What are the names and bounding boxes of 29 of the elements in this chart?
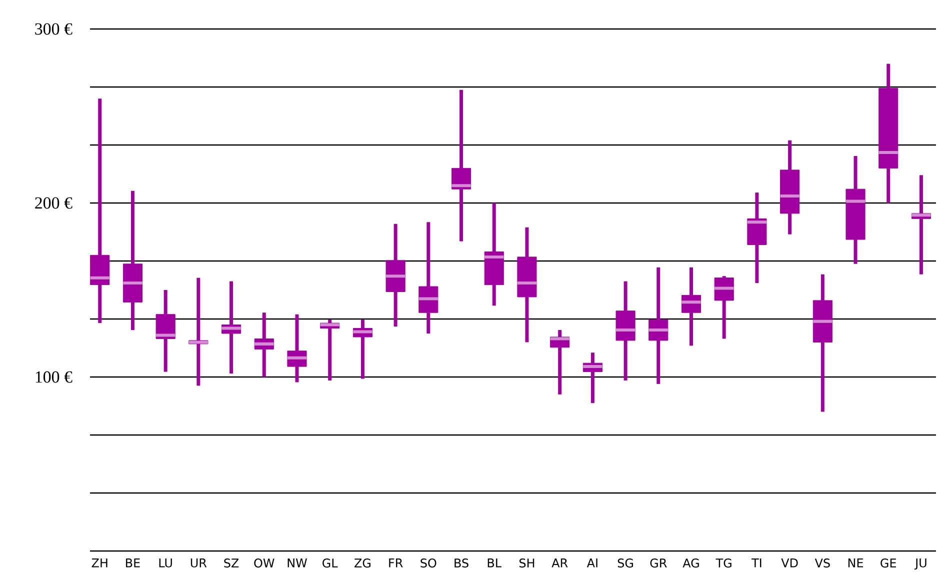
x-tick-label: SH <box>519 558 534 568</box>
x-tick-label: ZG <box>354 558 370 568</box>
y-tick-label: 100 € <box>36 371 72 383</box>
x-tick-label: BE <box>126 558 140 568</box>
y-tick-label: 300 € <box>35 23 72 35</box>
x-tick-label: NW <box>288 558 307 568</box>
y-tick-label: 200 € <box>35 197 72 209</box>
x-tick-label: OW <box>254 558 274 568</box>
x-tick-label: GR <box>650 558 667 568</box>
x-tick-label: TI <box>752 558 762 568</box>
x-tick-label: LU <box>159 558 172 568</box>
x-tick-label: JU <box>914 558 926 570</box>
x-tick-label: BS <box>454 558 468 568</box>
x-tick-label: AG <box>682 558 699 568</box>
x-tick-label: SO <box>420 558 436 568</box>
x-tick-label: VS <box>814 558 830 568</box>
x-tick-label: VD <box>781 558 798 568</box>
x-tick-label: NE <box>848 558 863 568</box>
x-tick-label: SG <box>618 558 633 568</box>
x-tick-label: TG <box>716 558 732 568</box>
x-tick-label: SZ <box>224 558 239 568</box>
x-tick-label: AR <box>552 558 568 568</box>
x-tick-label: BL <box>488 558 502 568</box>
x-tick-label: GL <box>322 558 338 568</box>
x-tick-label: GE <box>880 558 896 568</box>
x-tick-label: UR <box>190 558 207 568</box>
x-tick-label: ZH <box>92 558 108 568</box>
x-tick-label: FR <box>389 558 403 568</box>
x-tick-label: AI <box>586 558 598 568</box>
